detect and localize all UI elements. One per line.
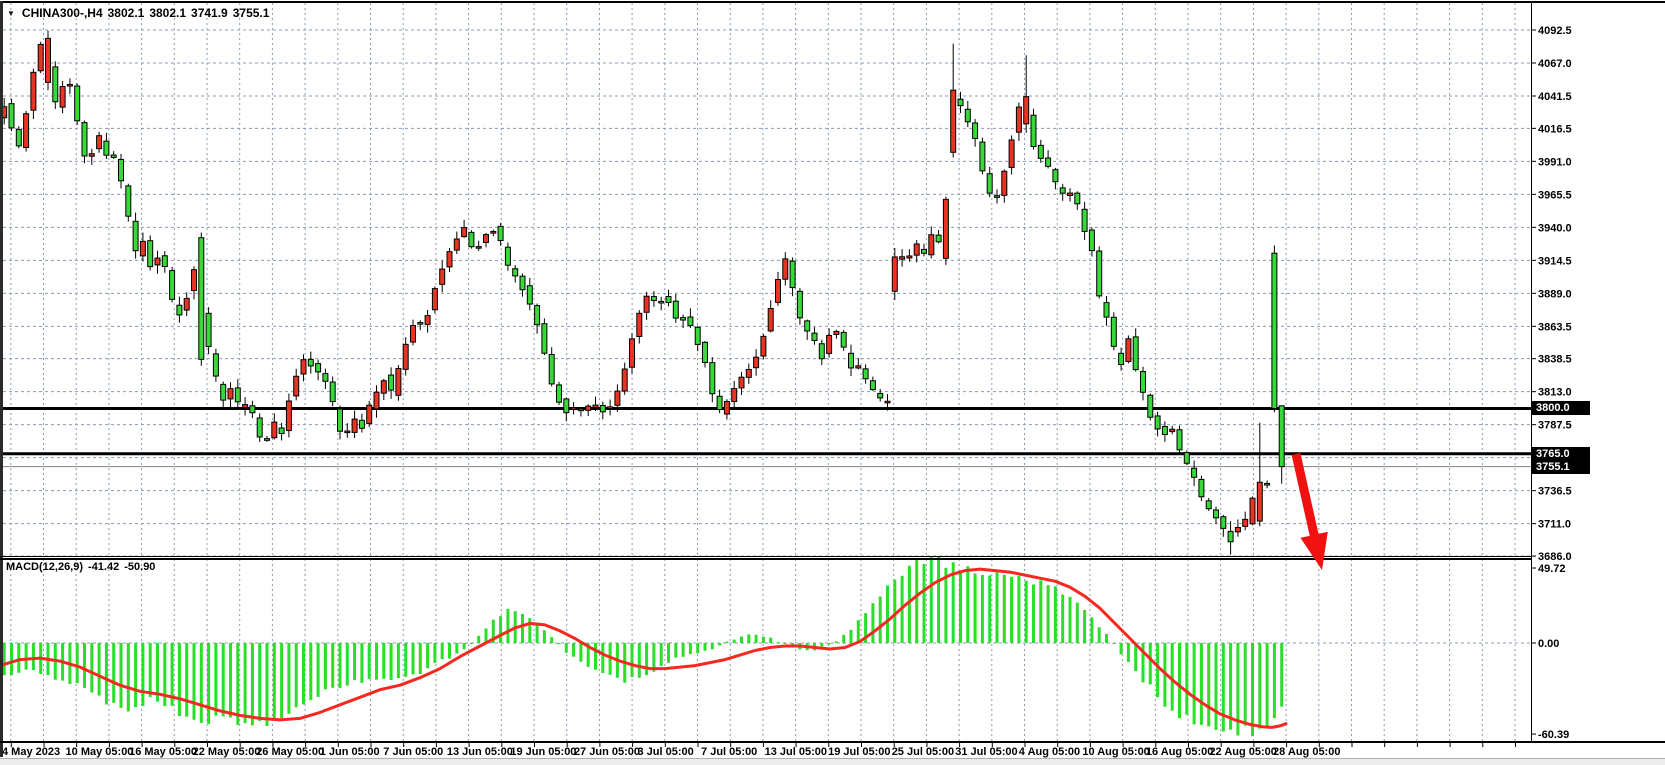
svg-text:27 Jun 05:00: 27 Jun 05:00 (574, 746, 640, 758)
svg-text:16 Aug 05:00: 16 Aug 05:00 (1146, 746, 1213, 758)
grid-lines (3, 3, 1531, 741)
svg-text:25 Jul 05:00: 25 Jul 05:00 (892, 746, 954, 758)
svg-text:4067.0: 4067.0 (1538, 58, 1572, 70)
svg-text:22 May 05:00: 22 May 05:00 (193, 746, 261, 758)
svg-text:4041.5: 4041.5 (1538, 91, 1572, 103)
svg-text:19 Jul 05:00: 19 Jul 05:00 (828, 746, 890, 758)
sell-arrow-annotation (1291, 453, 1328, 570)
svg-text:3965.5: 3965.5 (1538, 189, 1572, 201)
macd-main-value: -41.42 (88, 561, 120, 573)
svg-text:3686.0: 3686.0 (1538, 551, 1572, 563)
svg-text:3736.5: 3736.5 (1538, 486, 1572, 498)
macd-scale[interactable]: 49.72 0.00 -60.39 (1531, 563, 1569, 741)
chart-dropdown-icon[interactable]: ▼ (7, 9, 15, 18)
svg-text:7 Jun 05:00: 7 Jun 05:00 (383, 746, 443, 758)
svg-text:-60.39: -60.39 (1538, 729, 1569, 741)
chart-title: ▼ CHINA300-,H4 3802.1 3802.1 3741.9 3755.1 (7, 6, 269, 20)
svg-text:13 Jun 05:00: 13 Jun 05:00 (447, 746, 513, 758)
svg-text:26 May 05:00: 26 May 05:00 (256, 746, 324, 758)
symbol-period-label: CHINA300-,H4 (21, 6, 103, 20)
ohlc-close: 3755.1 (232, 6, 270, 20)
svg-text:3711.0: 3711.0 (1538, 519, 1571, 531)
svg-text:3863.5: 3863.5 (1538, 321, 1572, 333)
macd-histogram (2, 556, 1284, 736)
ohlc-open: 3802.1 (107, 6, 145, 20)
price-scale[interactable]: 4092.5 4067.0 4041.5 4016.5 3991.0 3965.5 3940… (1531, 25, 1572, 563)
svg-text:7 Jul 05:00: 7 Jul 05:00 (701, 746, 757, 758)
macd-signal-value: -50.90 (124, 561, 156, 573)
svg-text:0.00: 0.00 (1538, 638, 1559, 650)
macd-signal-line (0, 567, 1288, 729)
support-price-tag: 3765.0 (1532, 446, 1590, 461)
svg-text:19 Jun 05:00: 19 Jun 05:00 (510, 746, 576, 758)
svg-text:4 May 2023: 4 May 2023 (2, 746, 60, 758)
svg-text:4016.5: 4016.5 (1538, 123, 1572, 135)
svg-text:3914.5: 3914.5 (1538, 255, 1572, 267)
window-bottom-strip (0, 758, 1665, 765)
macd-indicator-label: MACD(12,26,9) -41.42 -50.90 (6, 561, 155, 573)
svg-text:31 Jul 05:00: 31 Jul 05:00 (955, 746, 1017, 758)
svg-text:3 Jul 05:00: 3 Jul 05:00 (638, 746, 694, 758)
svg-text:3838.5: 3838.5 (1538, 354, 1572, 366)
candlesticks (1, 30, 1285, 555)
svg-text:1 Jun 05:00: 1 Jun 05:00 (320, 746, 380, 758)
svg-text:16 May 05:00: 16 May 05:00 (129, 746, 197, 758)
macd-name: MACD(12,26,9) (6, 561, 84, 573)
svg-text:22 Aug 05:00: 22 Aug 05:00 (1209, 746, 1276, 758)
svg-text:3991.0: 3991.0 (1538, 156, 1572, 168)
svg-text:3940.0: 3940.0 (1538, 222, 1572, 234)
ohlc-low: 3741.9 (191, 6, 228, 20)
svg-text:4092.5: 4092.5 (1538, 25, 1572, 37)
svg-text:13 Jul 05:00: 13 Jul 05:00 (765, 746, 827, 758)
ohlc-high: 3802.1 (149, 6, 187, 20)
svg-text:10 Aug 05:00: 10 Aug 05:00 (1082, 746, 1149, 758)
svg-text:3889.0: 3889.0 (1538, 288, 1572, 300)
svg-text:10 May 05:00: 10 May 05:00 (66, 746, 134, 758)
svg-text:3813.0: 3813.0 (1538, 387, 1572, 399)
svg-text:4 Aug 05:00: 4 Aug 05:00 (1019, 746, 1080, 758)
current-price-tag: 3755.1 (1532, 459, 1590, 474)
svg-text:3787.5: 3787.5 (1538, 420, 1572, 432)
resistance-price-tag: 3800.0 (1532, 401, 1590, 416)
svg-text:28 Aug 05:00: 28 Aug 05:00 (1273, 746, 1340, 758)
svg-text:49.72: 49.72 (1538, 563, 1566, 575)
